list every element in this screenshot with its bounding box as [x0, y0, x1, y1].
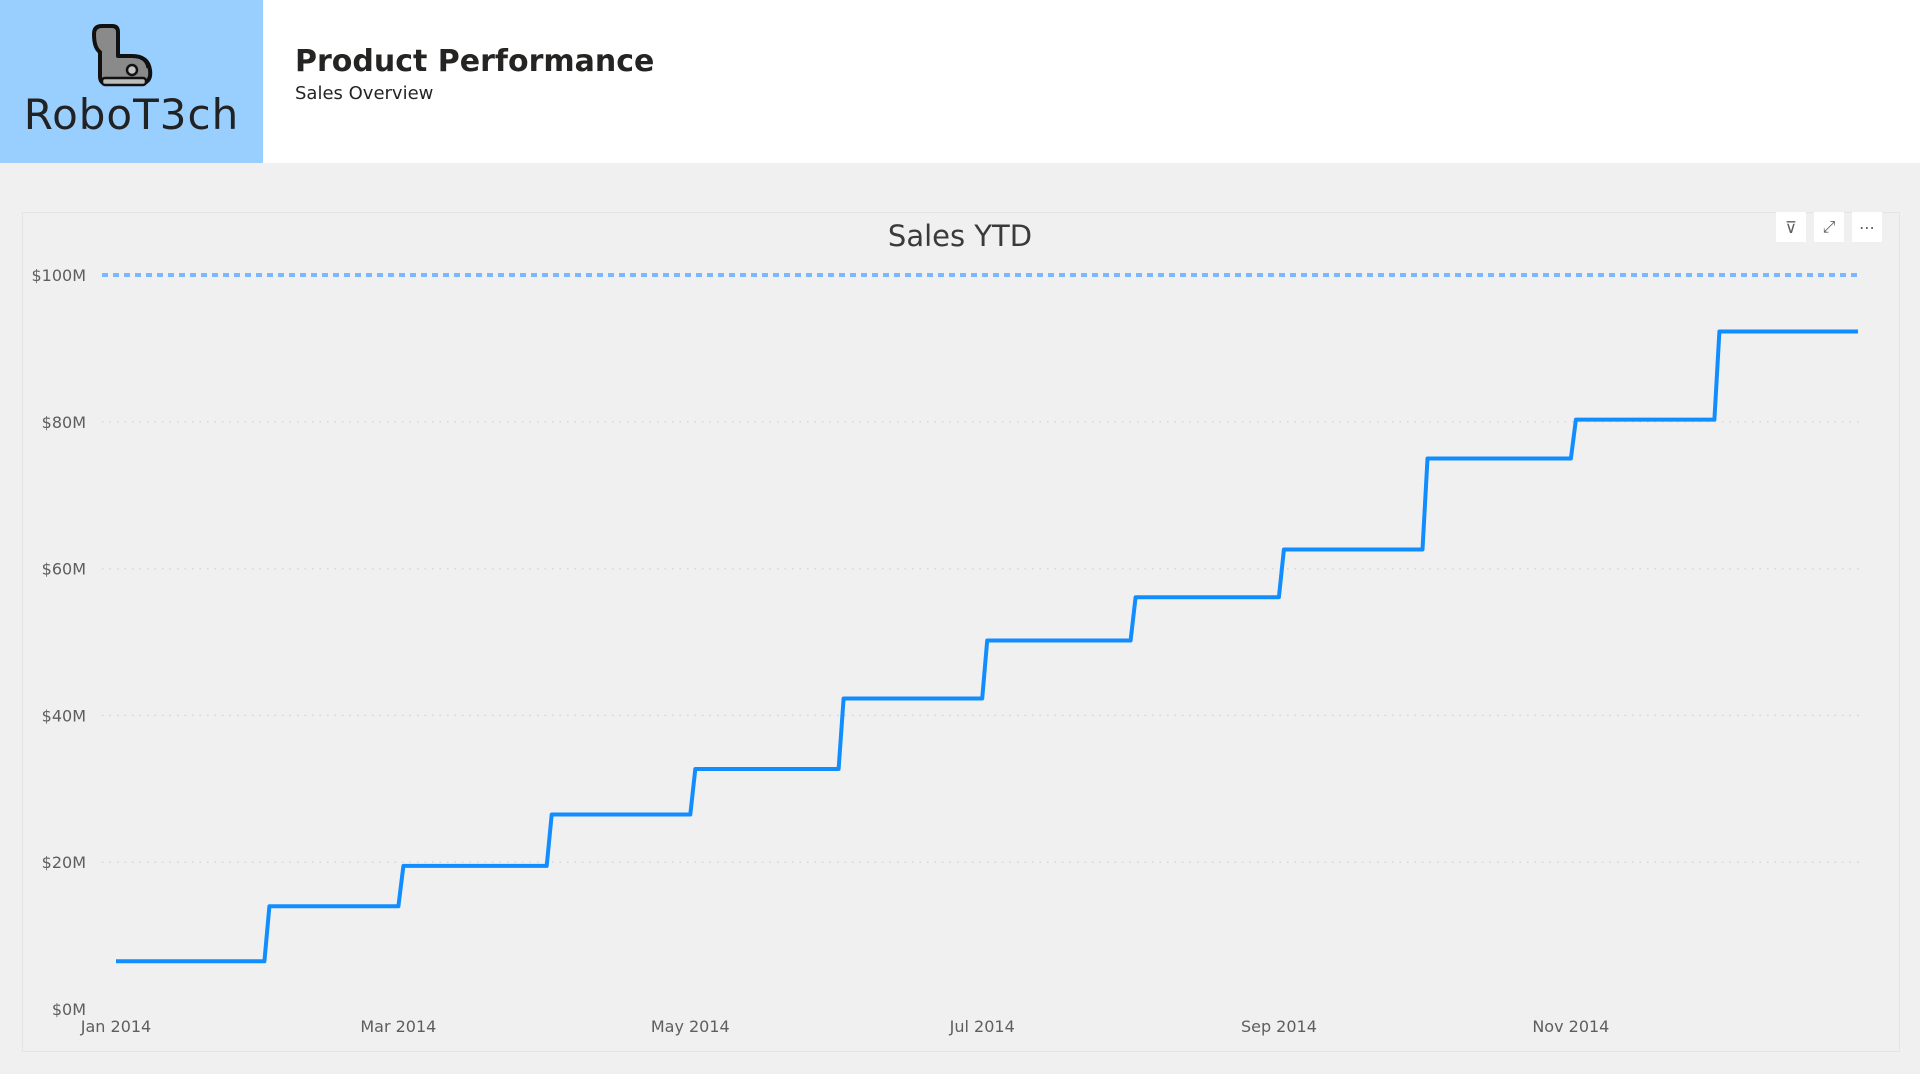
chart-visual[interactable]	[22, 212, 1900, 1052]
filter-button[interactable]: ⊽	[1776, 212, 1806, 242]
y-tick-label: $0M	[52, 1000, 86, 1019]
chart-title: Sales YTD	[888, 219, 1032, 253]
visual-header-toolbar: ⊽ ⤢ ⋯	[1776, 212, 1882, 242]
focus-mode-button[interactable]: ⤢	[1814, 212, 1844, 242]
x-tick-label: Sep 2014	[1241, 1017, 1317, 1036]
x-tick-label: May 2014	[651, 1017, 730, 1036]
x-tick-label: Mar 2014	[360, 1017, 436, 1036]
sales-ytd-line	[116, 329, 1858, 964]
report-header: RoboT3ch Product Performance Sales Overv…	[0, 0, 1920, 163]
more-options-button[interactable]: ⋯	[1852, 212, 1882, 242]
y-tick-label: $40M	[42, 706, 86, 725]
logo-text: RoboT3ch	[23, 90, 240, 139]
x-tick-label: Jan 2014	[80, 1017, 151, 1036]
more-options-icon: ⋯	[1859, 217, 1875, 237]
y-tick-label: $20M	[42, 853, 86, 872]
page-title: Product Performance	[295, 44, 655, 79]
logo: RoboT3ch	[0, 0, 263, 163]
page-subtitle: Sales Overview	[295, 83, 434, 104]
filter-icon: ⊽	[1785, 217, 1797, 237]
y-tick-label: $60M	[42, 560, 86, 579]
y-tick-label: $100M	[31, 266, 86, 285]
robot-arm-icon	[92, 24, 153, 87]
x-tick-label: Nov 2014	[1532, 1017, 1609, 1036]
y-tick-label: $80M	[42, 413, 86, 432]
x-tick-label: Jul 2014	[949, 1017, 1015, 1036]
focus-mode-icon: ⤢	[1822, 217, 1836, 236]
